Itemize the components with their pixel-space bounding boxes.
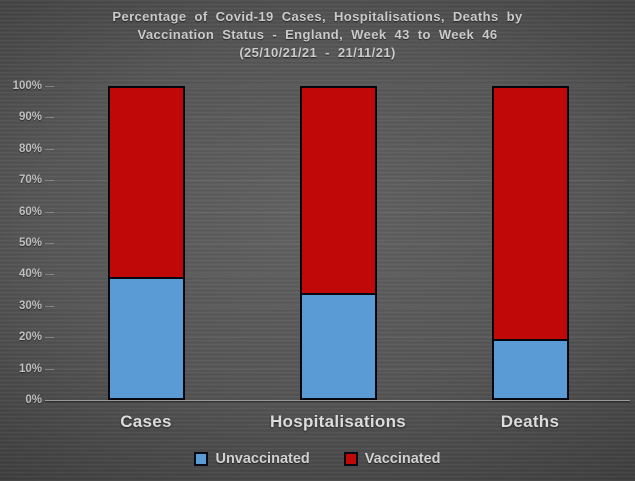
unvaccinated-segment-hospitalisations [301, 292, 375, 398]
vaccinated-swatch-icon [343, 452, 358, 466]
y-axis-tick-mark [45, 86, 54, 87]
vaccinated-segment-cases [109, 88, 183, 278]
y-axis-tick-mark [45, 148, 54, 150]
y-axis-tick-label: 60% [18, 205, 42, 218]
y-axis-tick-label: 40% [18, 268, 42, 281]
y-axis-tick-mark [45, 211, 54, 213]
y-axis-tick-label: 70% [18, 174, 42, 187]
unvaccinated-swatch-icon [194, 452, 209, 466]
chart-legend: Unvaccinated Vaccinated [0, 451, 635, 467]
chart-title-line2: Vaccination Status - England, Week 43 to… [137, 27, 498, 42]
vaccinated-segment-deaths [493, 88, 567, 340]
y-axis-tick-label: 30% [18, 299, 42, 312]
stacked-bar-cases [107, 86, 185, 400]
y-axis-tick-mark [45, 243, 54, 244]
y-axis-tick-mark [45, 305, 54, 307]
category-label-cases: Cases [120, 412, 172, 431]
y-axis-tick-label: 20% [18, 331, 42, 344]
chart-title: Percentage of Covid-19 Cases, Hospitalis… [0, 8, 635, 62]
y-axis-tick-mark [45, 368, 54, 370]
category-label-hospitalisations: Hospitalisations [269, 412, 407, 431]
stacked-bar-deaths [491, 86, 569, 400]
legend-item-unvaccinated: Unvaccinated [194, 451, 310, 467]
category-label-deaths: Deaths [500, 412, 560, 431]
chart-title-line3: (25/10/21/21 - 21/11/21) [239, 45, 396, 60]
unvaccinated-segment-deaths [493, 339, 567, 398]
y-axis-tick-label: 0% [25, 394, 42, 406]
unvaccinated-segment-cases [109, 277, 183, 398]
y-axis-tick-label: 100% [12, 80, 42, 92]
y-axis-tick-label: 90% [18, 111, 42, 124]
stacked-bar-hospitalisations [299, 86, 377, 400]
y-axis-tick-mark [45, 274, 54, 276]
y-axis-tick-mark [45, 337, 54, 339]
legend-item-vaccinated: Vaccinated [343, 451, 441, 467]
y-axis-tick-label: 10% [18, 362, 42, 375]
legend-label-vaccinated: Vaccinated [364, 451, 441, 467]
y-axis-tick-mark [45, 180, 54, 182]
legend-label-unvaccinated: Unvaccinated [215, 451, 310, 467]
vaccinated-segment-hospitalisations [301, 88, 375, 293]
y-axis-tick-label: 50% [18, 237, 42, 249]
x-axis-line [45, 400, 630, 401]
chart-title-line1: Percentage of Covid-19 Cases, Hospitalis… [112, 9, 523, 24]
y-axis-tick-label: 80% [18, 142, 42, 155]
y-axis-tick-mark [45, 117, 54, 119]
